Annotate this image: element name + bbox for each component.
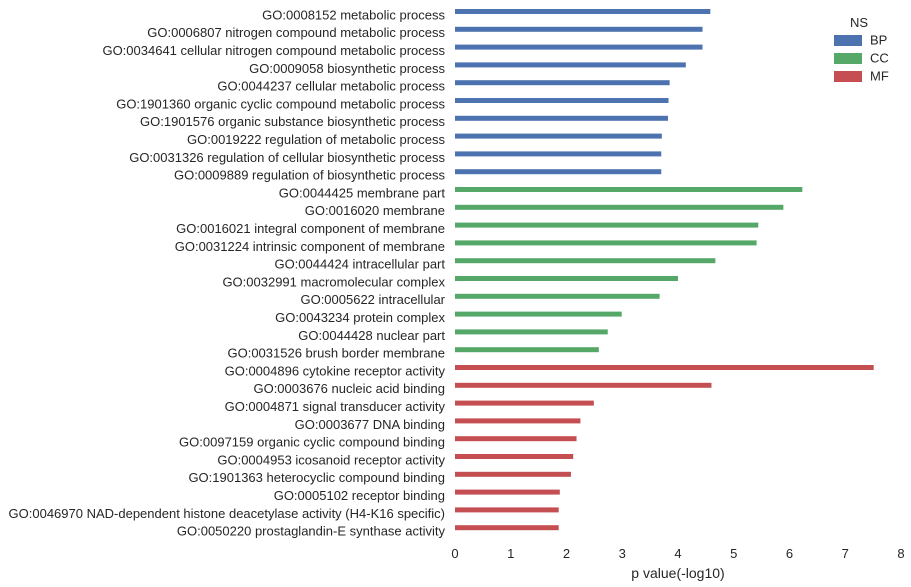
category-label: GO:0016021 integral component of membran… xyxy=(176,221,445,236)
bar-bp xyxy=(455,115,668,121)
bar-mf xyxy=(455,471,571,477)
category-label: GO:0097159 organic cyclic compound bindi… xyxy=(179,435,445,450)
category-label: GO:0043234 protein complex xyxy=(275,310,445,325)
category-label: GO:0008152 metabolic process xyxy=(262,7,445,22)
bar-cc xyxy=(455,204,784,210)
bar-bp xyxy=(455,151,662,157)
legend-entries: BP CC MF xyxy=(834,32,889,83)
category-labels: GO:0008152 metabolic process GO:0006807 n… xyxy=(9,7,446,538)
category-label: GO:0034641 cellular nitrogen compound me… xyxy=(102,43,445,58)
x-tick-label: 8 xyxy=(897,546,904,561)
legend-swatch-bp xyxy=(834,35,862,46)
legend-label-mf: MF xyxy=(870,68,889,83)
category-label: GO:0031526 brush border membrane xyxy=(227,346,445,361)
x-axis-ticks: 0 1 2 3 4 5 6 7 8 xyxy=(451,546,904,561)
bar-cc xyxy=(455,222,759,228)
bar-bp xyxy=(455,169,662,175)
x-axis-label: p value(-log10) xyxy=(631,565,724,581)
bar-mf xyxy=(455,418,581,424)
bar-cc xyxy=(455,276,678,281)
legend-label-cc: CC xyxy=(870,50,889,65)
category-label: GO:0031326 regulation of cellular biosyn… xyxy=(129,150,445,165)
bar-bp xyxy=(455,9,711,14)
category-label: GO:0046970 NAD-dependent histone deacety… xyxy=(9,506,445,521)
bar-bp xyxy=(455,80,670,86)
x-tick-label: 0 xyxy=(451,546,458,561)
bar-mf xyxy=(455,436,577,442)
bars-layer xyxy=(455,9,874,531)
category-label: GO:0003676 nucleic acid binding xyxy=(253,381,445,396)
bar-bp xyxy=(455,44,703,50)
x-tick-label: 4 xyxy=(674,546,681,561)
category-label: GO:0009889 regulation of biosynthetic pr… xyxy=(174,168,446,183)
bar-mf xyxy=(455,382,712,388)
category-label: GO:0004896 cytokine receptor activity xyxy=(225,363,446,378)
bar-cc xyxy=(455,258,716,264)
bar-bp xyxy=(455,62,686,68)
category-label: GO:0004953 icosanoid receptor activity xyxy=(217,452,445,467)
category-label: GO:0031224 intrinsic component of membra… xyxy=(175,239,445,254)
category-label: GO:1901360 organic cyclic compound metab… xyxy=(116,96,445,111)
bar-bp xyxy=(455,26,703,32)
category-label: GO:0003677 DNA binding xyxy=(295,417,445,432)
category-label: GO:0044237 cellular metabolic process xyxy=(217,79,445,94)
bar-mf xyxy=(455,489,560,495)
category-label: GO:0009058 biosynthetic process xyxy=(249,61,445,76)
category-label: GO:0006807 nitrogen compound metabolic p… xyxy=(147,25,445,40)
x-tick-label: 2 xyxy=(563,546,570,561)
bar-mf xyxy=(455,400,594,406)
x-tick-label: 6 xyxy=(786,546,793,561)
bar-cc xyxy=(455,329,608,335)
category-label: GO:0004871 signal transducer activity xyxy=(225,399,446,414)
x-tick-label: 1 xyxy=(507,546,514,561)
legend-swatch-cc xyxy=(834,53,862,64)
category-label: GO:0016020 membrane xyxy=(305,203,445,218)
legend-label-bp: BP xyxy=(870,32,887,47)
category-label: GO:0044425 membrane part xyxy=(279,185,446,200)
x-tick-label: 5 xyxy=(730,546,737,561)
x-tick-label: 3 xyxy=(619,546,626,561)
bar-mf xyxy=(455,365,874,370)
category-label: GO:0044428 nuclear part xyxy=(298,328,445,343)
bar-mf xyxy=(455,525,559,531)
legend: NS BP CC MF xyxy=(834,15,889,83)
category-label: GO:0044424 intracellular part xyxy=(274,257,445,272)
bar-mf xyxy=(455,454,574,459)
bar-cc xyxy=(455,311,622,317)
bar-cc xyxy=(455,347,599,353)
legend-swatch-mf xyxy=(834,71,862,82)
bar-cc xyxy=(455,240,757,246)
category-label: GO:1901576 organic substance biosyntheti… xyxy=(140,114,445,129)
category-label: GO:0032991 macromolecular complex xyxy=(222,274,445,289)
bar-cc xyxy=(455,187,803,192)
bar-cc xyxy=(455,293,660,299)
bar-bp xyxy=(455,98,669,103)
bar-bp xyxy=(455,133,662,139)
x-tick-label: 7 xyxy=(842,546,849,561)
category-label: GO:0005102 receptor binding xyxy=(274,488,445,503)
category-label: GO:0005622 intracellular xyxy=(300,292,445,307)
category-label: GO:0019222 regulation of metabolic proce… xyxy=(187,132,445,147)
legend-title: NS xyxy=(850,15,868,30)
category-label: GO:1901363 heterocyclic compound binding xyxy=(188,470,445,485)
category-label: GO:0050220 prostaglandin-E synthase acti… xyxy=(177,524,446,539)
bar-mf xyxy=(455,507,559,513)
